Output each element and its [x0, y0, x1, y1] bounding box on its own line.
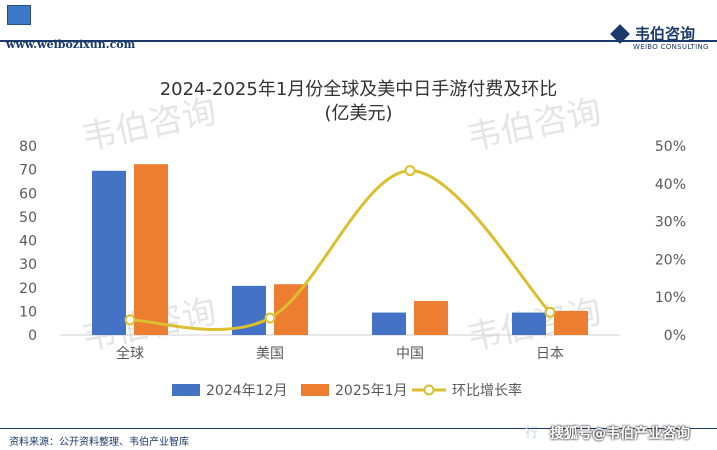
bar	[414, 300, 448, 335]
chart-title: 2024-2025年1月份全球及美中日手游付费及环比	[159, 79, 558, 100]
footer-divider	[0, 428, 717, 429]
header-square-icon	[7, 5, 31, 25]
bar	[554, 310, 588, 335]
sohu-credit: 搜狐号@韦伯产业咨询	[550, 426, 690, 442]
bar	[134, 164, 168, 335]
right-tick-label: 0%	[664, 328, 686, 344]
right-tick-label: 20%	[655, 252, 686, 268]
footer-partial-text: 行	[525, 426, 539, 441]
left-tick-label: 50	[19, 210, 37, 226]
left-tick-label: 60	[19, 186, 37, 202]
legend: 2024年12月 2025年1月 环比增长率	[172, 382, 522, 399]
growth-rate-point	[124, 314, 136, 326]
right-tick-label: 50%	[655, 139, 686, 155]
source-note: 资料来源：公开资料整理、韦伯产业智库	[9, 437, 189, 448]
axes-layer: 0 10 20 30 40 50 60 70 80 0% 10% 20% 30% 40% 50% 全球 美国 中国…	[19, 139, 686, 362]
logo-english-name: WEIBO CONSULTING	[633, 43, 709, 51]
right-tick-label: 30%	[655, 215, 686, 231]
bar	[512, 312, 546, 335]
logo-chinese-name: 韦伯咨询	[635, 25, 696, 43]
growth-rate-point	[404, 165, 416, 177]
left-tick-label: 80	[19, 139, 37, 155]
right-tick-label: 10%	[655, 290, 686, 306]
header-divider	[0, 40, 717, 42]
bar	[274, 284, 308, 335]
bar	[92, 170, 126, 335]
left-tick-label: 30	[19, 257, 37, 273]
left-tick-label: 70	[19, 163, 37, 179]
line-layer	[124, 165, 556, 331]
growth-rate-line	[129, 169, 552, 331]
left-tick-label: 40	[19, 234, 37, 250]
legend-label-growth: 环比增长率	[452, 382, 522, 399]
watermark-text: 韦伯咨询	[79, 91, 220, 158]
bars-layer	[92, 164, 588, 335]
right-tick-label: 40%	[655, 177, 686, 193]
legend-swatch-2025-01	[301, 384, 329, 396]
legend-marker-growth	[423, 384, 435, 396]
watermark-text: 韦伯咨询	[464, 91, 605, 158]
left-tick-label: 10	[19, 304, 37, 320]
left-tick-label: 0	[28, 328, 37, 344]
category-label: 中国	[396, 346, 424, 362]
left-tick-label: 20	[19, 281, 37, 297]
growth-rate-point	[544, 306, 556, 318]
growth-rate-point	[264, 312, 276, 324]
category-label: 全球	[116, 345, 144, 362]
category-label: 美国	[256, 346, 284, 362]
bar	[372, 312, 406, 335]
legend-label-2024-12: 2024年12月	[206, 383, 287, 399]
category-label: 日本	[536, 346, 564, 362]
chart-subtitle: (亿美元)	[324, 103, 393, 124]
legend-swatch-2024-12	[172, 384, 200, 396]
legend-label-2025-01: 2025年1月	[335, 383, 408, 399]
